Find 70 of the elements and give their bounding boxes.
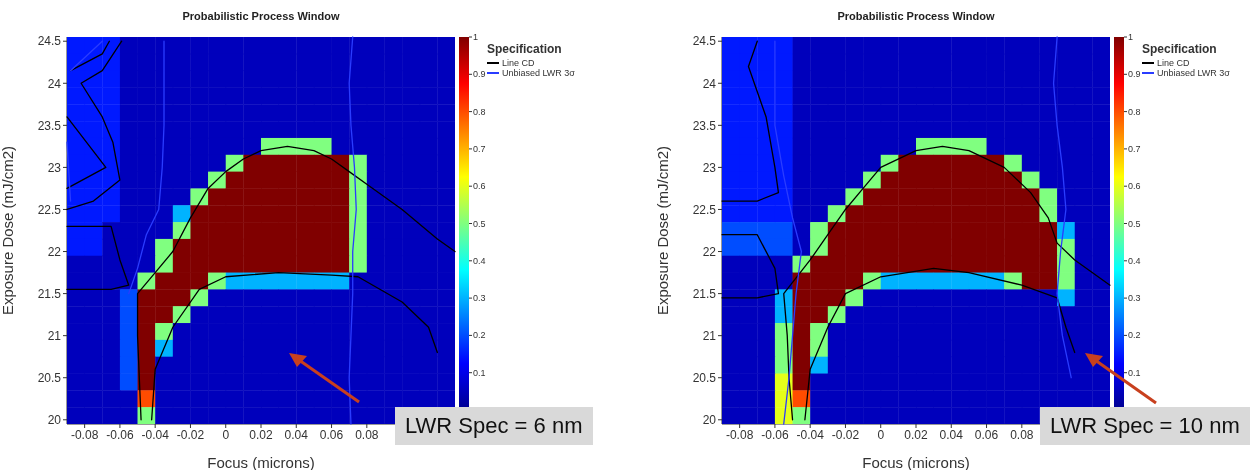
x-tick-label: 0.08 [355, 427, 379, 442]
color-bar-label: 1 [473, 32, 479, 42]
annotation: LWR Spec = 6 nm [395, 407, 593, 445]
color-bar-label: 0.2 [473, 330, 486, 341]
y-tick-label: 23.5 [37, 118, 62, 133]
color-bar-label: 0.8 [1128, 106, 1141, 117]
y-tick-label: 20 [702, 413, 717, 428]
legend-label: Unbiased LWR 3σ [1157, 68, 1230, 78]
legend-title: Specification [1142, 42, 1218, 56]
x-tick-label: 0.06 [974, 427, 999, 442]
y-tick-label: 24.5 [37, 34, 62, 49]
y-tick-label: 21.5 [37, 286, 62, 301]
x-tick-label: 0.06 [319, 427, 344, 442]
color-bar-label: 0.4 [1128, 255, 1141, 266]
y-tick-label: 21 [702, 328, 717, 343]
y-tick-label: 23 [702, 160, 717, 175]
y-tick-label: 21 [47, 328, 62, 343]
y-tick-label: 23 [47, 160, 62, 175]
color-bar-label: 0.7 [473, 143, 486, 154]
y-tick-label: 22 [47, 244, 62, 259]
y-tick-label: 20 [47, 413, 62, 428]
y-axis-title: Exposure Dose (mJ/cm2) [0, 145, 17, 316]
legend-label: Line CD [502, 58, 535, 68]
annotation: LWR Spec = 10 nm [1040, 407, 1250, 445]
color-bar-label: 1 [1128, 32, 1134, 42]
y-tick-label: 22.5 [692, 202, 717, 217]
x-tick-label: 0 [222, 427, 230, 442]
x-tick-label: -0.02 [831, 427, 860, 442]
x-tick-label: 0.04 [284, 427, 309, 442]
y-tick-label: 23.5 [692, 118, 717, 133]
x-tick-label: -0.02 [176, 427, 205, 442]
color-bar-label: 0.6 [473, 181, 486, 192]
y-axis-title: Exposure Dose (mJ/cm2) [654, 145, 672, 316]
x-tick-label: -0.06 [106, 427, 134, 442]
x-tick-label: -0.08 [70, 427, 99, 442]
x-tick-label: 0.04 [939, 427, 964, 442]
legend-title: Specification [487, 42, 563, 56]
y-tick-label: 24 [702, 76, 717, 91]
x-tick-label: 0.02 [904, 427, 928, 442]
x-tick-label: -0.08 [725, 427, 754, 442]
color-bar-label: 0.6 [1128, 181, 1141, 192]
color-bar-label: 0.9 [473, 69, 486, 80]
y-tick-label: 20.5 [692, 370, 717, 385]
color-bar-label: 0.9 [1128, 69, 1141, 80]
y-tick-label: 22 [702, 244, 717, 259]
color-bar-label: 0.3 [1128, 293, 1141, 304]
chart-title: Probabilistic Process Window [836, 10, 996, 22]
y-tick-label: 24.5 [692, 34, 717, 49]
legend-label: Line CD [1157, 58, 1190, 68]
x-tick-label: -0.04 [141, 427, 170, 442]
color-bar-label: 0.2 [1128, 330, 1141, 341]
x-tick-label: 0.02 [249, 427, 273, 442]
color-bar-label: 0.5 [1128, 218, 1141, 229]
legend-label: Unbiased LWR 3σ [502, 68, 575, 78]
x-tick-label: 0 [877, 427, 885, 442]
color-bar-label: 0.8 [473, 106, 486, 117]
x-tick-label: -0.06 [761, 427, 789, 442]
color-bar-label: 0.5 [473, 218, 486, 229]
x-tick-label: -0.04 [796, 427, 825, 442]
color-bar-label: 0.3 [473, 293, 486, 304]
y-tick-label: 20.5 [37, 370, 62, 385]
chart-title: Probabilistic Process Window [181, 10, 341, 22]
color-bar-label: 0.1 [1128, 367, 1141, 378]
y-tick-label: 22.5 [37, 202, 62, 217]
color-bar-label: 0.1 [473, 367, 486, 378]
y-tick-label: 21.5 [692, 286, 717, 301]
color-bar-label: 0.4 [473, 255, 486, 266]
color-bar-label: 0.7 [1128, 143, 1141, 154]
y-tick-label: 24 [47, 76, 62, 91]
x-tick-label: 0.08 [1010, 427, 1034, 442]
